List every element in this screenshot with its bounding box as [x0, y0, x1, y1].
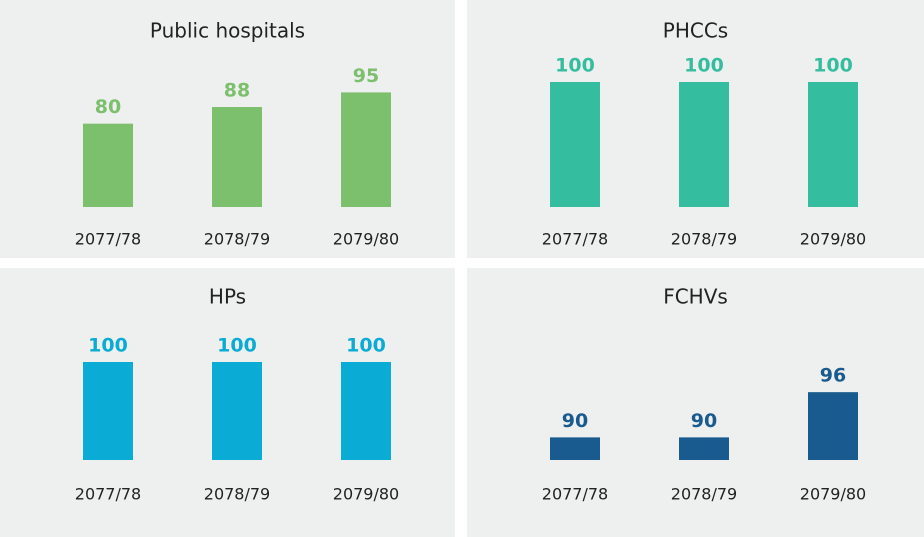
x-tick-label: 2079/80: [333, 485, 399, 504]
value-label: 90: [562, 410, 588, 432]
bar: [341, 92, 391, 207]
x-tick-label: 2077/78: [542, 485, 608, 504]
value-label: 80: [95, 96, 121, 118]
value-label: 100: [684, 55, 724, 77]
value-label: 90: [691, 410, 717, 432]
bar: [550, 437, 600, 460]
value-label: 96: [820, 365, 846, 387]
bar: [679, 82, 729, 207]
bar: [212, 362, 262, 460]
x-tick-label: 2079/80: [800, 485, 866, 504]
chart-title: FCHVs: [663, 285, 728, 309]
bar: [808, 82, 858, 207]
x-tick-label: 2079/80: [800, 230, 866, 249]
x-tick-label: 2078/79: [671, 230, 737, 249]
chart-title: PHCCs: [663, 19, 728, 43]
x-tick-label: 2078/79: [671, 485, 737, 504]
value-label: 100: [813, 55, 853, 77]
value-label: 95: [353, 65, 379, 87]
x-tick-label: 2078/79: [204, 230, 270, 249]
chart-title: Public hospitals: [150, 19, 305, 43]
x-tick-label: 2079/80: [333, 230, 399, 249]
x-tick-label: 2077/78: [75, 485, 141, 504]
value-label: 100: [88, 335, 128, 357]
value-label: 100: [346, 335, 386, 357]
x-tick-label: 2077/78: [75, 230, 141, 249]
bar: [212, 107, 262, 207]
bar: [808, 392, 858, 460]
bar: [341, 362, 391, 460]
value-label: 100: [217, 335, 257, 357]
value-label: 88: [224, 80, 250, 102]
x-tick-label: 2078/79: [204, 485, 270, 504]
bar: [550, 82, 600, 207]
value-label: 100: [555, 55, 595, 77]
bar: [83, 362, 133, 460]
bar: [679, 437, 729, 460]
x-tick-label: 2077/78: [542, 230, 608, 249]
bar: [83, 123, 133, 207]
chart-title: HPs: [209, 285, 246, 309]
